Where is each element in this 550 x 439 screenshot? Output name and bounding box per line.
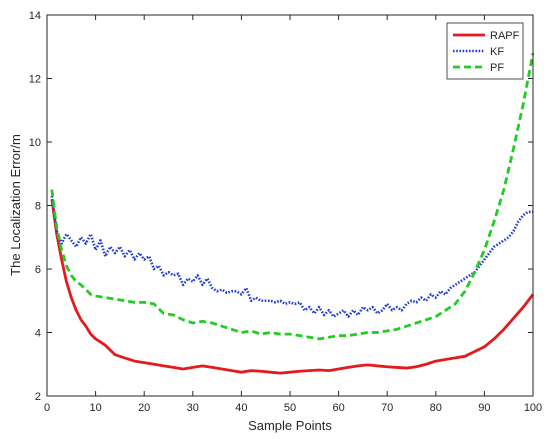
- x-axis-label: Sample Points: [248, 418, 332, 433]
- x-tick-label: 0: [44, 402, 50, 414]
- legend-label-rapf: RAPF: [490, 30, 520, 42]
- x-tick-label: 80: [430, 402, 442, 414]
- x-tick-label: 60: [332, 402, 344, 414]
- series-line-rapf: [50, 198, 535, 375]
- x-tick-label: 70: [381, 402, 393, 414]
- y-tick-label: 6: [35, 264, 41, 276]
- series-line-pf: [50, 52, 535, 341]
- x-tick-label: 90: [478, 402, 490, 414]
- y-tick-label: 10: [29, 137, 41, 149]
- y-tick-label: 14: [29, 10, 41, 22]
- x-tick-label: 40: [235, 402, 247, 414]
- y-tick-label: 4: [35, 328, 41, 340]
- x-tick-label: 10: [89, 402, 101, 414]
- x-tick-label: 100: [524, 402, 542, 414]
- y-axis-label: The Localization Error/m: [8, 134, 23, 276]
- x-tick-label: 30: [187, 402, 199, 414]
- legend-label-pf: PF: [490, 62, 504, 74]
- series-line-kf: [50, 195, 533, 318]
- y-tick-label: 2: [35, 391, 41, 403]
- legend: RAPF KF PF: [446, 22, 524, 80]
- x-tick-label: 20: [138, 402, 150, 414]
- legend-label-kf: KF: [490, 46, 504, 58]
- y-tick-label: 12: [29, 74, 41, 86]
- x-tick-label: 50: [284, 402, 296, 414]
- y-tick-label: 8: [35, 201, 41, 213]
